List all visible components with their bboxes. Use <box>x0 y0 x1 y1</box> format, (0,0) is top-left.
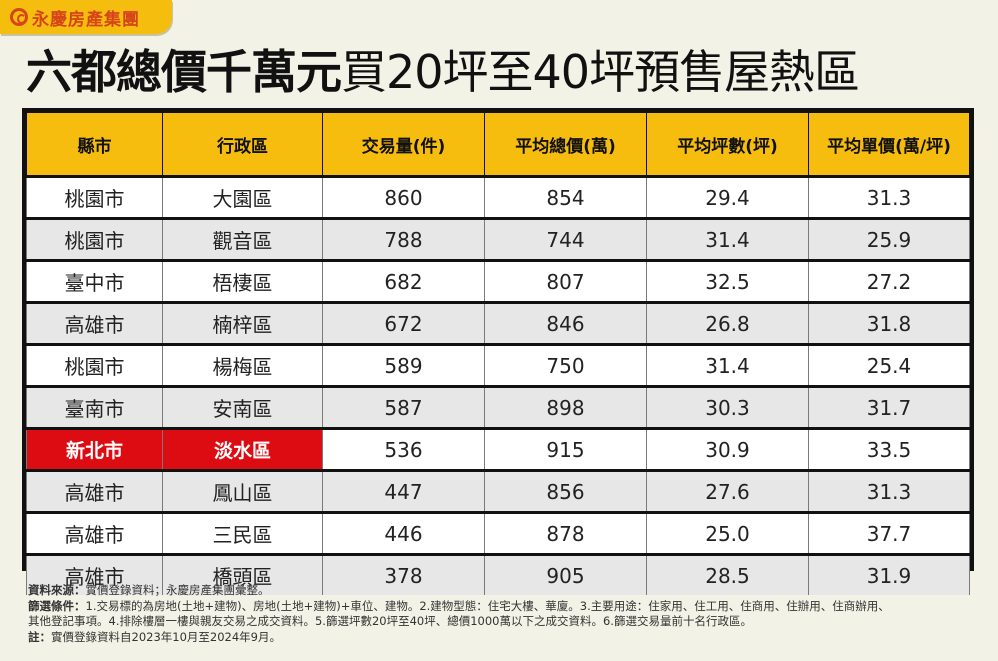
cell-avg-ping: 31.4 <box>646 344 809 388</box>
table-row: 高雄市 楠梓區 672 846 26.8 31.8 <box>26 302 970 346</box>
cell-avg-unit: 31.8 <box>808 302 970 346</box>
cell-volume: 587 <box>322 386 485 430</box>
cell-avg-total: 807 <box>484 260 647 304</box>
table-row: 臺中市 梧棲區 682 807 32.5 27.2 <box>26 260 970 304</box>
cell-avg-total: 846 <box>484 302 647 346</box>
cell-avg-unit: 31.3 <box>808 470 970 514</box>
cell-avg-ping: 27.6 <box>646 470 809 514</box>
period-note: 註：實價登錄資料自2023年10月至2024年9月。 <box>28 629 281 644</box>
cell-volume: 447 <box>322 470 485 514</box>
cell-avg-unit: 37.7 <box>808 512 970 556</box>
cell-avg-ping: 30.9 <box>646 428 809 472</box>
footnotes: 資料來源：實價登錄資料；永慶房產集團彙整。 篩選條件：1.交易標的為房地(土地+… <box>28 583 890 645</box>
cell-avg-ping: 26.8 <box>646 302 809 346</box>
cell-district: 梧棲區 <box>162 260 323 304</box>
cell-avg-unit: 33.5 <box>808 428 970 472</box>
cell-volume: 589 <box>322 344 485 388</box>
brand-name: 永慶房產集團 <box>32 9 140 30</box>
cell-avg-total: 878 <box>484 512 647 556</box>
cell-avg-unit: 27.2 <box>808 260 970 304</box>
header-volume: 交易量(件) <box>322 112 485 178</box>
table-row: 高雄市 橋頭區 378 905 28.5 31.9 <box>26 554 970 595</box>
cell-district: 大園區 <box>162 176 323 220</box>
header-district: 行政區 <box>162 112 323 178</box>
cell-district: 淡水區 <box>162 428 323 472</box>
data-table-container: 縣市 行政區 交易量(件) 平均總價(萬) 平均坪數(坪) 平均單價(萬/坪) … <box>22 108 974 595</box>
cell-district: 安南區 <box>162 386 323 430</box>
cell-avg-ping: 29.4 <box>646 176 809 220</box>
cell-district: 楊梅區 <box>162 344 323 388</box>
cell-avg-unit: 31.3 <box>808 176 970 220</box>
table-row: 桃園市 大園區 860 854 29.4 31.3 <box>26 176 970 220</box>
cell-avg-ping: 25.0 <box>646 512 809 556</box>
cell-avg-ping: 32.5 <box>646 260 809 304</box>
cell-volume: 682 <box>322 260 485 304</box>
table-row: 桃園市 觀音區 788 744 31.4 25.9 <box>26 218 970 262</box>
table-row: 臺南市 安南區 587 898 30.3 31.7 <box>26 386 970 430</box>
cell-avg-unit: 25.9 <box>808 218 970 262</box>
header-avg-total: 平均總價(萬) <box>484 112 647 178</box>
cell-volume: 860 <box>322 176 485 220</box>
cell-city: 桃園市 <box>26 218 163 262</box>
cell-volume: 446 <box>322 512 485 556</box>
cell-avg-total: 750 <box>484 344 647 388</box>
cell-avg-ping: 30.3 <box>646 386 809 430</box>
cell-city: 高雄市 <box>26 302 163 346</box>
cell-avg-ping: 28.5 <box>646 554 809 595</box>
cell-district: 橋頭區 <box>162 554 323 595</box>
table-row: 新北市 淡水區 536 915 30.9 33.5 <box>26 428 970 472</box>
cell-volume: 672 <box>322 302 485 346</box>
cell-city: 高雄市 <box>26 512 163 556</box>
title-light-part: 買20坪至40坪預售屋熱區 <box>341 45 860 99</box>
filter-note: 篩選條件：1.交易標的為房地(土地+建物)、房地(土地+建物)+車位、建物。2.… <box>28 598 890 613</box>
cell-volume: 788 <box>322 218 485 262</box>
table-row: 高雄市 三民區 446 878 25.0 37.7 <box>26 512 970 556</box>
cell-district: 三民區 <box>162 512 323 556</box>
cell-city: 臺南市 <box>26 386 163 430</box>
cell-district: 楠梓區 <box>162 302 323 346</box>
cell-avg-unit: 25.4 <box>808 344 970 388</box>
header-avg-ping: 平均坪數(坪) <box>646 112 809 178</box>
data-table: 縣市 行政區 交易量(件) 平均總價(萬) 平均坪數(坪) 平均單價(萬/坪) … <box>26 112 970 595</box>
cell-avg-total: 744 <box>484 218 647 262</box>
cell-avg-unit: 31.7 <box>808 386 970 430</box>
cell-avg-total: 854 <box>484 176 647 220</box>
header-city: 縣市 <box>26 112 163 178</box>
title-bold-part: 六都總價千萬元 <box>26 45 342 99</box>
brand-tab: 永慶房產集團 <box>0 0 172 34</box>
cell-volume: 378 <box>322 554 485 595</box>
cell-avg-total: 915 <box>484 428 647 472</box>
cell-avg-total: 905 <box>484 554 647 595</box>
cell-city: 臺中市 <box>26 260 163 304</box>
cell-city: 高雄市 <box>26 470 163 514</box>
table-header-row: 縣市 行政區 交易量(件) 平均總價(萬) 平均坪數(坪) 平均單價(萬/坪) <box>26 112 970 178</box>
cell-city: 桃園市 <box>26 344 163 388</box>
header-avg-unit: 平均單價(萬/坪) <box>808 112 970 178</box>
cell-avg-total: 898 <box>484 386 647 430</box>
cell-district: 觀音區 <box>162 218 323 262</box>
table-row: 桃園市 楊梅區 589 750 31.4 25.4 <box>26 344 970 388</box>
cell-city: 高雄市 <box>26 554 163 595</box>
page-title: 六都總價千萬元買20坪至40坪預售屋熱區 <box>26 44 860 100</box>
cell-volume: 536 <box>322 428 485 472</box>
cell-city: 桃園市 <box>26 176 163 220</box>
yungching-logo-icon <box>10 8 28 26</box>
cell-avg-total: 856 <box>484 470 647 514</box>
cell-district: 鳳山區 <box>162 470 323 514</box>
cell-avg-ping: 31.4 <box>646 218 809 262</box>
cell-city: 新北市 <box>26 428 163 472</box>
source-note: 資料來源：實價登錄資料；永慶房產集團彙整。 <box>28 583 270 597</box>
table-row: 高雄市 鳳山區 447 856 27.6 31.3 <box>26 470 970 514</box>
filter-note-cont: 其他登記事項。4.排除樓層一樓與親友交易之成交資料。5.篩選坪數20坪至40坪、… <box>28 614 752 628</box>
cell-avg-unit: 31.9 <box>808 554 970 595</box>
